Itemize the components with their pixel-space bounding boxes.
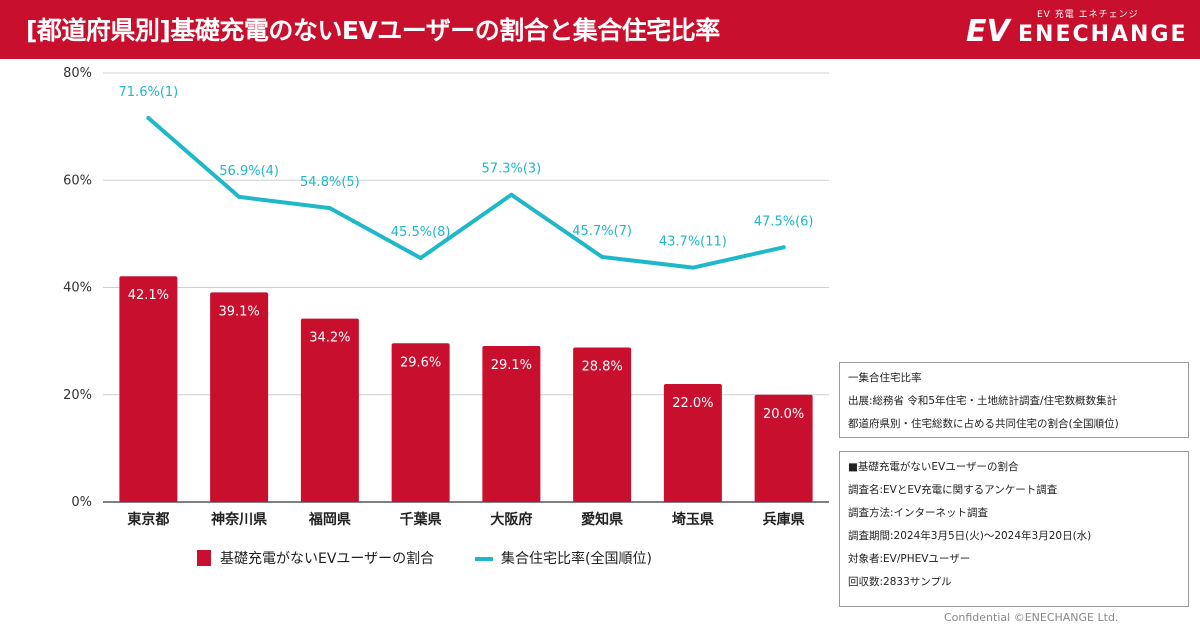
bar-2 [300, 318, 359, 502]
bar-5 [573, 347, 632, 502]
line-label-5: 45.7%(7) [572, 224, 632, 239]
info1-line-3: 都道府県別・住宅総数に占める共同住宅の割合(全国順位) [848, 418, 1119, 430]
y-tick-label-20: 20% [63, 388, 92, 403]
line-label-1: 56.9%(4) [219, 164, 279, 179]
bar-label-6: 22.0% [672, 396, 713, 411]
bar-6 [663, 384, 722, 502]
bar-label-5: 28.8% [581, 360, 622, 375]
info2-line-2: 調査名:EVとEV充電に関するアンケート調査 [848, 484, 1058, 496]
x-category-label-6: 埼玉県 [672, 511, 714, 528]
x-category-label-2: 福岡県 [308, 511, 351, 528]
legend-bar-swatch [197, 550, 211, 566]
legend-bar-label: 基礎充電がないEVユーザーの割合 [220, 550, 434, 567]
line-label-4: 57.3%(3) [482, 162, 542, 177]
info2-line-5: 対象者:EV/PHEVユーザー [848, 553, 971, 565]
bar-4 [482, 345, 541, 502]
line-point-2 [327, 206, 332, 211]
line-label-0: 71.6%(1) [119, 85, 179, 100]
bar-label-7: 20.0% [763, 407, 804, 422]
line-point-3 [418, 256, 423, 261]
page-title: [都道府県別]基礎充電のないEVユーザーの割合と集合住宅比率 [26, 16, 720, 45]
legend-line-label: 集合住宅比率(全国順位) [501, 550, 652, 567]
y-tick-label-40: 40% [63, 281, 92, 296]
bar-label-2: 34.2% [309, 331, 350, 346]
line-point-4 [509, 192, 514, 197]
bar-label-1: 39.1% [218, 304, 259, 319]
line-point-1 [237, 194, 242, 199]
info2-line-3: 調査方法:インターネット調査 [848, 507, 989, 519]
line-point-6 [690, 265, 695, 270]
info1-line-2: 出展:総務省 令和5年住宅・土地統計調査/住宅数概数集計 [848, 395, 1118, 407]
header-bar: [都道府県別]基礎充電のないEVユーザーの割合と集合住宅比率 [0, 0, 1200, 59]
x-category-label-1: 神奈川県 [211, 511, 267, 528]
x-category-label-3: 千葉県 [400, 511, 442, 528]
info2-line-4: 調査期間:2024年3月5日(火)〜2024年3月20日(水) [848, 530, 1092, 542]
line-label-3: 45.5%(8) [391, 225, 451, 240]
bar-0 [119, 276, 178, 502]
line-label-2: 54.8%(5) [300, 175, 360, 190]
x-category-label-5: 愛知県 [581, 511, 623, 528]
y-tick-label-60: 60% [63, 173, 92, 188]
line-series-path [146, 116, 786, 270]
bar-7 [754, 394, 813, 502]
logo-wordmark: ENECHANGE [1018, 22, 1188, 47]
y-tick-label-80: 80% [63, 66, 92, 81]
y-tick-label-0: 0% [71, 495, 92, 510]
line-label-7: 47.5%(6) [754, 214, 814, 229]
line-point-0 [146, 116, 151, 121]
x-category-label-7: 兵庫県 [763, 511, 805, 528]
logo-subtitle: EV 充電 エネチェンジ [1037, 10, 1139, 20]
line-point-5 [600, 254, 605, 259]
logo-ev-mark: EV [966, 14, 1010, 49]
line-point-7 [781, 245, 786, 250]
chart: 0% 20% 40% 60% 80% 42.1% 39.1% 34.2% 29.6% 29.1% 2… [63, 66, 829, 567]
bar-label-3: 29.6% [400, 355, 441, 370]
info1-line-1: 一集合住宅比率 [848, 372, 922, 384]
bar-label-4: 29.1% [491, 358, 532, 373]
info-box-survey: ■基礎充電がないEVユーザーの割合 調査名:EVとEV充電に関するアンケート調査… [839, 451, 1189, 607]
bar-3 [391, 343, 450, 502]
bar-label-0: 42.1% [128, 288, 169, 303]
info2-line-1: ■基礎充電がないEVユーザーの割合 [848, 461, 1019, 473]
info-box-housing-ratio: 一集合住宅比率 出展:総務省 令和5年住宅・土地統計調査/住宅数概数集計 都道府… [839, 362, 1189, 438]
footer-copyright: Confidential ©ENECHANGE Ltd. [944, 611, 1119, 624]
x-category-label-4: 大阪府 [490, 511, 532, 528]
bar-1 [210, 292, 269, 502]
x-category-label-0: 東京都 [127, 511, 169, 528]
info2-line-6: 回収数:2833サンプル [848, 576, 952, 588]
line-label-6: 43.7%(11) [659, 235, 727, 250]
